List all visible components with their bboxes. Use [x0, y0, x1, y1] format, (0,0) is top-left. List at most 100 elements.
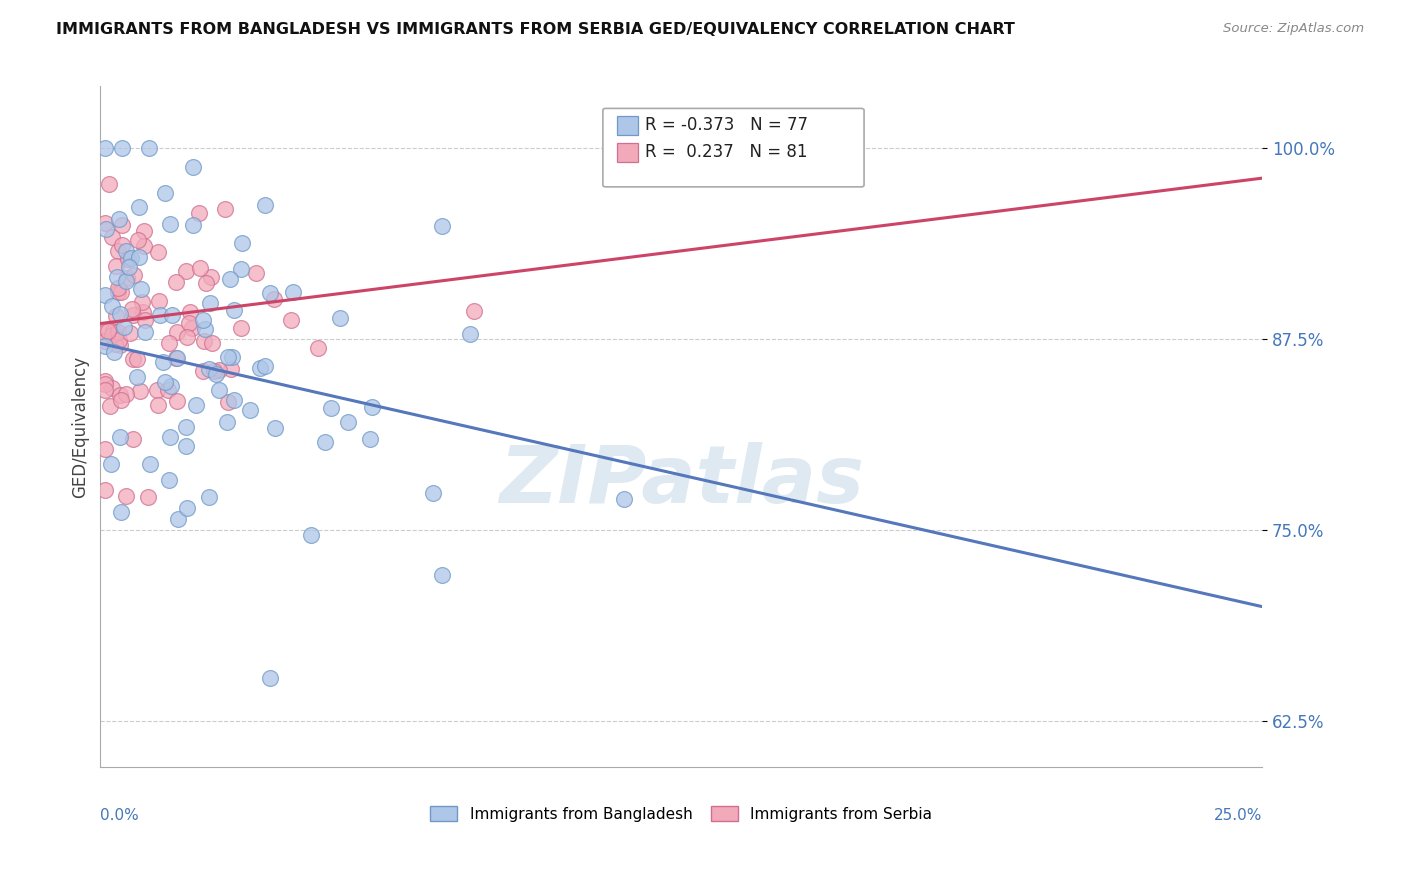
- Point: [193, 334, 215, 349]
- Point: [360, 401, 382, 415]
- Point: [121, 301, 143, 316]
- Point: [215, 415, 238, 429]
- Point: [174, 419, 197, 434]
- Point: [98, 177, 121, 191]
- Point: [115, 271, 138, 285]
- Point: [100, 229, 122, 244]
- Point: [110, 140, 132, 154]
- Point: [101, 299, 124, 313]
- Point: [422, 485, 444, 500]
- Point: [181, 321, 204, 335]
- Point: [94, 334, 117, 348]
- Point: [176, 330, 198, 344]
- Point: [157, 383, 180, 397]
- Point: [146, 244, 169, 259]
- Point: [101, 324, 124, 338]
- Point: [231, 262, 253, 277]
- Point: [208, 383, 231, 397]
- Point: [120, 326, 142, 340]
- Point: [194, 321, 217, 335]
- Point: [188, 205, 211, 219]
- Point: [97, 324, 120, 338]
- Point: [336, 415, 359, 429]
- Point: [198, 296, 221, 310]
- Point: [219, 361, 242, 376]
- Point: [138, 140, 160, 154]
- Point: [191, 312, 214, 326]
- Point: [201, 336, 224, 351]
- Point: [94, 384, 117, 398]
- Point: [165, 351, 187, 366]
- Point: [179, 316, 201, 330]
- Point: [179, 305, 201, 319]
- Point: [136, 491, 159, 505]
- Point: [299, 528, 322, 542]
- Point: [253, 198, 276, 212]
- Point: [613, 491, 636, 506]
- Point: [359, 433, 381, 447]
- Point: [94, 442, 117, 456]
- Point: [463, 303, 485, 318]
- Y-axis label: GED/Equivalency: GED/Equivalency: [72, 356, 89, 498]
- Point: [128, 250, 150, 264]
- Point: [319, 401, 342, 415]
- Point: [174, 264, 197, 278]
- Point: [152, 355, 174, 369]
- Point: [146, 399, 169, 413]
- Point: [114, 244, 136, 259]
- Text: 25.0%: 25.0%: [1213, 808, 1263, 823]
- Legend: Immigrants from Bangladesh, Immigrants from Serbia: Immigrants from Bangladesh, Immigrants f…: [423, 799, 939, 828]
- Text: 0.0%: 0.0%: [100, 808, 139, 823]
- Point: [174, 439, 197, 453]
- Point: [157, 473, 180, 487]
- Point: [132, 239, 155, 253]
- Point: [100, 381, 122, 395]
- Point: [114, 387, 136, 401]
- Point: [111, 218, 134, 232]
- Point: [94, 222, 117, 236]
- Point: [110, 338, 132, 352]
- Point: [148, 308, 170, 322]
- Point: [218, 272, 240, 286]
- Point: [94, 140, 117, 154]
- Text: R = -0.373   N = 77: R = -0.373 N = 77: [645, 116, 808, 134]
- Point: [166, 351, 188, 365]
- Point: [100, 458, 122, 472]
- Point: [107, 325, 129, 339]
- Point: [98, 399, 121, 413]
- Point: [107, 333, 129, 347]
- Point: [122, 308, 145, 322]
- Point: [107, 244, 129, 258]
- Point: [107, 285, 129, 299]
- Point: [148, 294, 170, 309]
- Point: [115, 490, 138, 504]
- Point: [181, 219, 204, 233]
- Point: [159, 430, 181, 444]
- Point: [259, 671, 281, 685]
- Point: [145, 383, 167, 397]
- Point: [108, 307, 131, 321]
- Point: [217, 394, 239, 409]
- Point: [94, 374, 117, 388]
- Point: [263, 292, 285, 306]
- Point: [160, 308, 183, 322]
- Point: [280, 313, 302, 327]
- Point: [165, 275, 187, 289]
- Point: [131, 295, 153, 310]
- Point: [214, 202, 236, 216]
- Text: Source: ZipAtlas.com: Source: ZipAtlas.com: [1223, 22, 1364, 36]
- Point: [181, 160, 204, 174]
- Point: [245, 266, 267, 280]
- Point: [217, 350, 239, 364]
- Point: [110, 285, 132, 299]
- Point: [94, 287, 117, 301]
- Point: [194, 276, 217, 290]
- Point: [110, 393, 132, 408]
- Point: [117, 252, 139, 266]
- Point: [159, 217, 181, 231]
- Point: [197, 490, 219, 504]
- Point: [103, 344, 125, 359]
- Point: [110, 505, 132, 519]
- Point: [153, 186, 176, 200]
- Point: [430, 219, 453, 233]
